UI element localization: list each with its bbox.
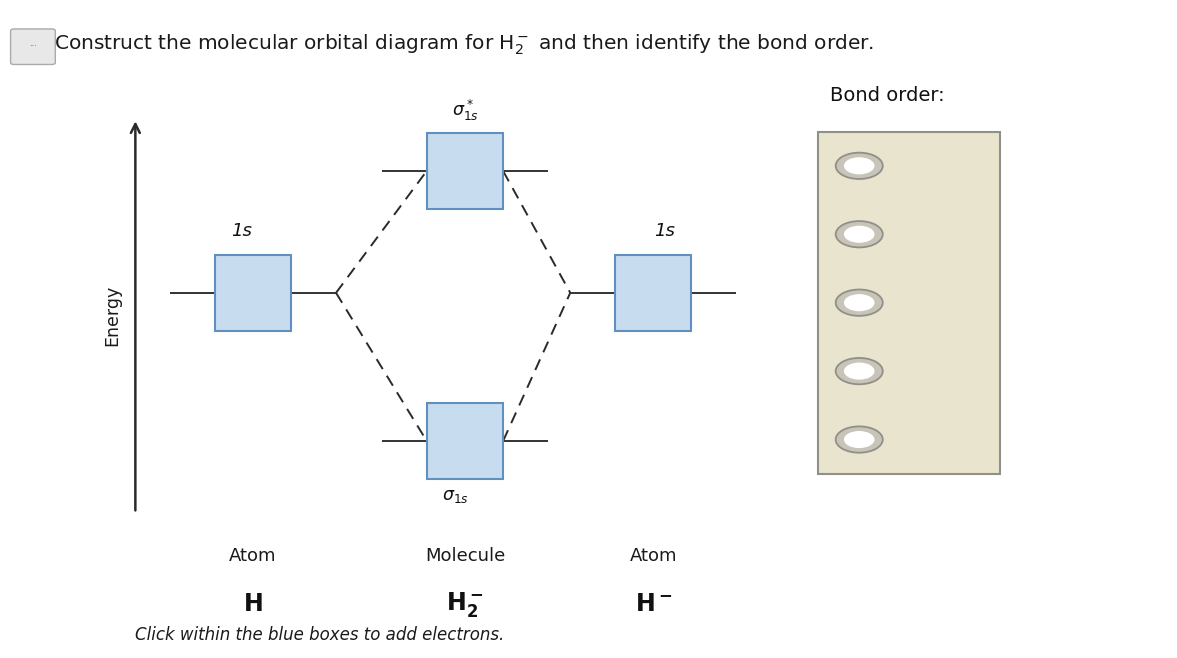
Text: 0: 0 — [916, 157, 927, 175]
Text: 0.5: 0.5 — [916, 225, 945, 243]
Text: $\mathbf{H_2^-}$: $\mathbf{H_2^-}$ — [446, 590, 484, 619]
Circle shape — [844, 363, 875, 380]
Circle shape — [836, 153, 883, 179]
Text: ···: ··· — [29, 42, 36, 51]
Circle shape — [836, 358, 883, 384]
Bar — [818, 132, 1000, 474]
Text: Construct the molecular orbital diagram for H$_2^-$ and then identify the bond o: Construct the molecular orbital diagram … — [54, 32, 875, 57]
Text: $\sigma^*_{1s}$: $\sigma^*_{1s}$ — [452, 98, 478, 124]
Text: 2: 2 — [916, 430, 927, 449]
Bar — [427, 133, 504, 209]
Text: Energy: Energy — [102, 285, 121, 347]
Text: 1s: 1s — [231, 222, 252, 240]
Text: Atom: Atom — [630, 547, 677, 565]
Bar — [427, 403, 504, 479]
Text: $\mathbf{H}$: $\mathbf{H}$ — [244, 592, 262, 616]
Text: Bond order:: Bond order: — [830, 86, 944, 105]
Circle shape — [844, 226, 875, 243]
Circle shape — [844, 157, 875, 174]
Text: $\mathbf{H^-}$: $\mathbf{H^-}$ — [634, 592, 672, 616]
Circle shape — [844, 431, 875, 448]
Text: 1.5: 1.5 — [916, 362, 945, 380]
Text: $\sigma_{1s}$: $\sigma_{1s}$ — [443, 487, 468, 505]
Circle shape — [844, 294, 875, 311]
FancyBboxPatch shape — [11, 29, 55, 64]
Circle shape — [836, 290, 883, 316]
Circle shape — [836, 221, 883, 247]
Text: Atom: Atom — [230, 547, 277, 565]
Text: 1s: 1s — [654, 222, 676, 240]
Bar — [616, 255, 692, 330]
Bar — [214, 255, 292, 330]
Text: Click within the blue boxes to add electrons.: Click within the blue boxes to add elect… — [135, 626, 505, 644]
Text: 1: 1 — [916, 293, 927, 312]
Text: Molecule: Molecule — [425, 547, 505, 565]
Circle shape — [836, 426, 883, 453]
